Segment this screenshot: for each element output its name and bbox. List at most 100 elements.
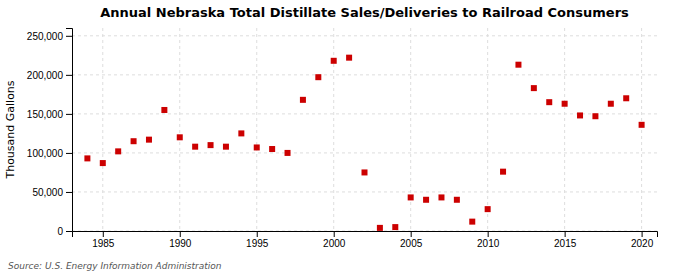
point — [100, 160, 106, 166]
point — [515, 62, 521, 68]
point — [146, 137, 152, 143]
point — [531, 85, 537, 91]
grid-line — [72, 152, 657, 153]
annotation: Source: U.S. Energy Information Administ… — [8, 261, 222, 271]
tick-label: 2015 — [554, 238, 577, 249]
points — [84, 55, 644, 231]
tick-mark — [565, 231, 566, 237]
tick-mark — [180, 231, 181, 237]
tick-label: 100,000 — [27, 148, 64, 159]
point — [131, 138, 137, 144]
point — [423, 197, 429, 203]
tick: 100,000 — [27, 148, 72, 159]
point — [315, 74, 321, 80]
point — [546, 99, 552, 105]
tick-mark — [411, 231, 412, 237]
point — [485, 206, 491, 212]
grid — [72, 28, 657, 231]
axis-line — [73, 232, 658, 238]
point — [469, 219, 475, 225]
tick: 2000 — [323, 231, 346, 249]
y-axis: 0 50,000 100,000 150,000 200,000 250,000 — [27, 29, 73, 237]
tick-mark — [488, 231, 489, 237]
point — [177, 134, 183, 140]
point — [346, 55, 352, 61]
point — [562, 101, 568, 107]
plot: 1985 1990 1995 2000 2005 2010 2015 2020 0 50,000 1… — [27, 28, 658, 249]
grid-line — [72, 35, 657, 36]
tick-mark — [66, 231, 72, 232]
point — [238, 130, 244, 136]
tick-label: 1990 — [169, 238, 192, 249]
grid-line — [256, 28, 257, 231]
tick: 2010 — [477, 231, 500, 249]
point — [192, 144, 198, 150]
grid-line — [72, 74, 657, 75]
tick-label: 1985 — [92, 238, 115, 249]
tick: 150,000 — [27, 109, 72, 120]
grid-line — [487, 28, 488, 231]
point — [300, 97, 306, 103]
tick-label: 2000 — [323, 238, 346, 249]
point — [623, 95, 629, 101]
point — [392, 224, 398, 230]
tick-mark — [66, 114, 72, 115]
tick-label: 200,000 — [27, 70, 64, 81]
y-axis-title: Thousand Gallons — [4, 80, 17, 179]
tick: 1985 — [92, 231, 115, 249]
chart: 1985 1990 1995 2000 2005 2010 2015 2020 0 50,000 1… — [0, 0, 675, 275]
tick-label: 2005 — [400, 238, 423, 249]
tick-label: 2020 — [631, 238, 654, 249]
axis-line — [66, 29, 73, 232]
point — [331, 58, 337, 64]
grid-line — [72, 113, 657, 114]
tick-label: 2010 — [477, 238, 500, 249]
point — [84, 155, 90, 161]
point — [269, 146, 275, 152]
point — [208, 142, 214, 148]
point — [438, 194, 444, 200]
point — [362, 169, 368, 175]
tick-label: 0 — [57, 226, 63, 237]
grid-line — [102, 28, 103, 231]
tick-label: 250,000 — [27, 31, 64, 42]
grid-line — [641, 28, 642, 231]
point — [285, 150, 291, 156]
tick-label: 50,000 — [32, 187, 63, 198]
tick-label: 1995 — [246, 238, 269, 249]
tick-label: 150,000 — [27, 109, 64, 120]
tick-mark — [103, 231, 104, 237]
tick: 2020 — [631, 231, 654, 249]
point — [223, 144, 229, 150]
point — [454, 197, 460, 203]
tick-mark — [334, 231, 335, 237]
tick: 250,000 — [27, 31, 72, 42]
point — [115, 148, 121, 154]
tick: 1995 — [246, 231, 269, 249]
tick-mark — [642, 231, 643, 237]
point — [639, 122, 645, 128]
tick: 1990 — [169, 231, 192, 249]
point — [408, 194, 414, 200]
tick: 2015 — [554, 231, 577, 249]
point — [608, 101, 614, 107]
grid-line — [410, 28, 411, 231]
tick-mark — [66, 75, 72, 76]
point — [500, 169, 506, 175]
point — [161, 107, 167, 113]
tick: 0 — [57, 226, 72, 237]
grid-line — [564, 28, 565, 231]
point — [577, 112, 583, 118]
grid-line — [72, 191, 657, 192]
grid-line — [179, 28, 180, 231]
tick-mark — [66, 36, 72, 37]
tick: 50,000 — [32, 187, 72, 198]
point — [254, 144, 260, 150]
tick-mark — [257, 231, 258, 237]
x-axis: 1985 1990 1995 2000 2005 2010 2015 2020 — [73, 231, 658, 249]
point — [377, 225, 383, 231]
tick-mark — [66, 192, 72, 193]
point — [592, 113, 598, 119]
tick: 2005 — [400, 231, 423, 249]
title: Annual Nebraska Total Distillate Sales/D… — [100, 5, 629, 20]
